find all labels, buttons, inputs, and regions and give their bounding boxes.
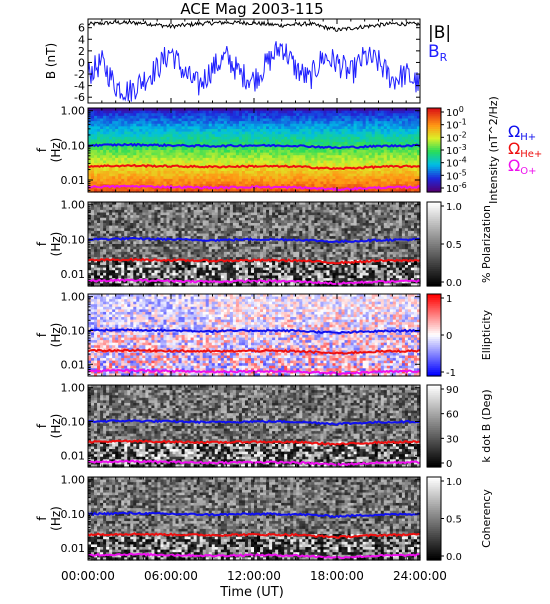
series-line-b-radial <box>88 41 420 101</box>
y-tick-label: 0.01 <box>61 174 86 187</box>
panel-intensity: 1.00 0.10 0.01 f(Hz) 10010-110-210-310-410-5… <box>35 96 500 204</box>
colorbar-tick-label: 10-6 <box>446 181 467 195</box>
panel-polarization: 1.000.100.01f(Hz)1.00.50.0% Polarization <box>35 199 493 289</box>
y-tick-label: 1.00 <box>61 105 86 118</box>
y-tick-label: -6 <box>74 91 85 104</box>
legend-b-magnitude: |B| <box>428 23 451 43</box>
legend-b-radial: BR <box>428 42 448 64</box>
y-tick-label: 0.10 <box>61 139 86 152</box>
y-axis-label-unit: (Hz) <box>49 138 63 163</box>
y-axis-label: B (nT) <box>44 43 58 79</box>
chart-title: ACE Mag 2003-115 <box>180 0 323 18</box>
colorbar-label: Intensity (nT^2/Hz) <box>487 96 500 204</box>
x-axis-label: Time (UT) <box>219 585 284 600</box>
y-axis-label: f <box>35 147 49 152</box>
